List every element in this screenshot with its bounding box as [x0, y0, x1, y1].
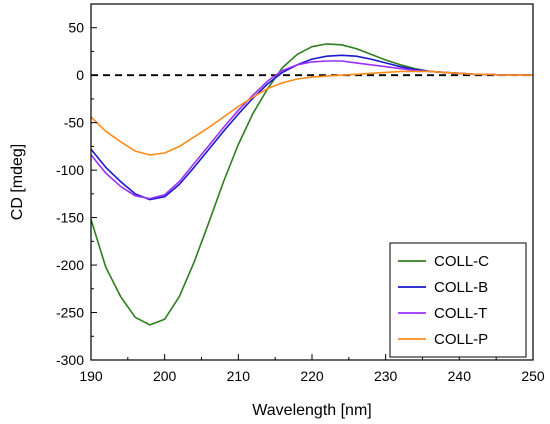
axes: 190 200 210 220 230 240 250 -300 -250 -200 -150 -10…: [56, 3, 545, 384]
x-tick-label: 200: [153, 368, 177, 384]
y-tick-label: -150: [56, 210, 84, 226]
x-axis-title: Wavelength [nm]: [252, 402, 371, 419]
series-line-coll-p: [90, 70, 533, 156]
x-tick-label: 190: [79, 368, 103, 384]
x-tick-label: 230: [374, 368, 398, 384]
x-tick-label: 240: [448, 368, 472, 384]
legend: COLL-C COLL-B COLL-T COLL-P: [389, 242, 527, 358]
y-tick-label: -300: [56, 352, 84, 368]
y-tick-label: 50: [68, 20, 84, 36]
legend-label: COLL-T: [434, 305, 487, 322]
y-tick-label: 0: [76, 67, 84, 83]
y-tick-label: -50: [64, 115, 84, 131]
y-tick-label: -100: [56, 162, 84, 178]
x-tick-label: 210: [227, 368, 251, 384]
y-tick-label: -250: [56, 305, 84, 321]
x-tick-label: 220: [300, 368, 324, 384]
x-tick-label: 250: [521, 368, 545, 384]
plot-area: [90, 43, 533, 326]
legend-label: COLL-C: [434, 253, 489, 270]
legend-label: COLL-P: [434, 331, 488, 348]
y-axis-title: CD [mdeg]: [9, 144, 26, 220]
y-tick-label: -200: [56, 257, 84, 273]
legend-box: [389, 242, 527, 358]
legend-label: COLL-B: [434, 279, 488, 296]
